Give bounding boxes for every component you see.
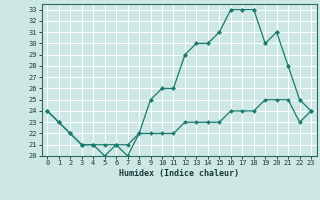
X-axis label: Humidex (Indice chaleur): Humidex (Indice chaleur) (119, 169, 239, 178)
